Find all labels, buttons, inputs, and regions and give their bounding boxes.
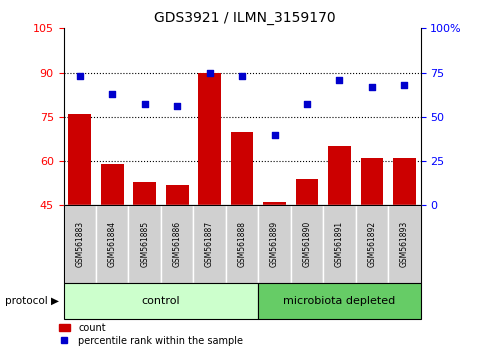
Bar xyxy=(230,132,253,205)
Bar xyxy=(323,205,355,283)
Point xyxy=(108,91,116,97)
Text: GSM561885: GSM561885 xyxy=(140,221,149,267)
Text: GSM561884: GSM561884 xyxy=(107,221,117,267)
Text: control: control xyxy=(142,296,180,306)
Bar xyxy=(258,205,290,283)
Bar xyxy=(355,205,387,283)
Text: GSM561883: GSM561883 xyxy=(75,221,84,267)
Bar xyxy=(198,73,221,205)
Bar xyxy=(161,205,193,283)
Point xyxy=(270,132,278,137)
Point xyxy=(303,102,310,107)
Text: GSM561887: GSM561887 xyxy=(204,221,214,267)
Bar xyxy=(165,185,188,205)
Point xyxy=(367,84,375,90)
Bar xyxy=(387,205,420,283)
Text: GSM561886: GSM561886 xyxy=(172,221,181,267)
Bar xyxy=(258,283,420,319)
Text: GSM561889: GSM561889 xyxy=(269,221,279,267)
Text: GSM561892: GSM561892 xyxy=(366,221,376,267)
Point xyxy=(400,82,407,88)
Legend: count, percentile rank within the sample: count, percentile rank within the sample xyxy=(59,323,243,346)
Point xyxy=(205,70,213,75)
Text: protocol ▶: protocol ▶ xyxy=(5,296,59,306)
Bar xyxy=(360,158,383,205)
Text: GSM561888: GSM561888 xyxy=(237,221,246,267)
Bar xyxy=(68,114,91,205)
Bar xyxy=(133,182,156,205)
Point xyxy=(335,77,343,82)
Text: GSM561893: GSM561893 xyxy=(399,221,408,267)
Bar xyxy=(101,164,123,205)
Point xyxy=(238,73,245,79)
Bar xyxy=(327,146,350,205)
Text: GDS3921 / ILMN_3159170: GDS3921 / ILMN_3159170 xyxy=(153,11,335,25)
Text: GSM561890: GSM561890 xyxy=(302,221,311,267)
Bar xyxy=(63,283,258,319)
Bar xyxy=(128,205,161,283)
Bar xyxy=(392,158,415,205)
Bar xyxy=(63,205,96,283)
Text: GSM561891: GSM561891 xyxy=(334,221,343,267)
Bar xyxy=(193,205,225,283)
Bar xyxy=(96,205,128,283)
Point xyxy=(173,103,181,109)
Bar xyxy=(295,179,318,205)
Point xyxy=(141,102,148,107)
Point xyxy=(76,73,83,79)
Bar xyxy=(225,205,258,283)
Text: microbiota depleted: microbiota depleted xyxy=(283,296,395,306)
Bar xyxy=(263,202,285,205)
Bar xyxy=(290,205,323,283)
